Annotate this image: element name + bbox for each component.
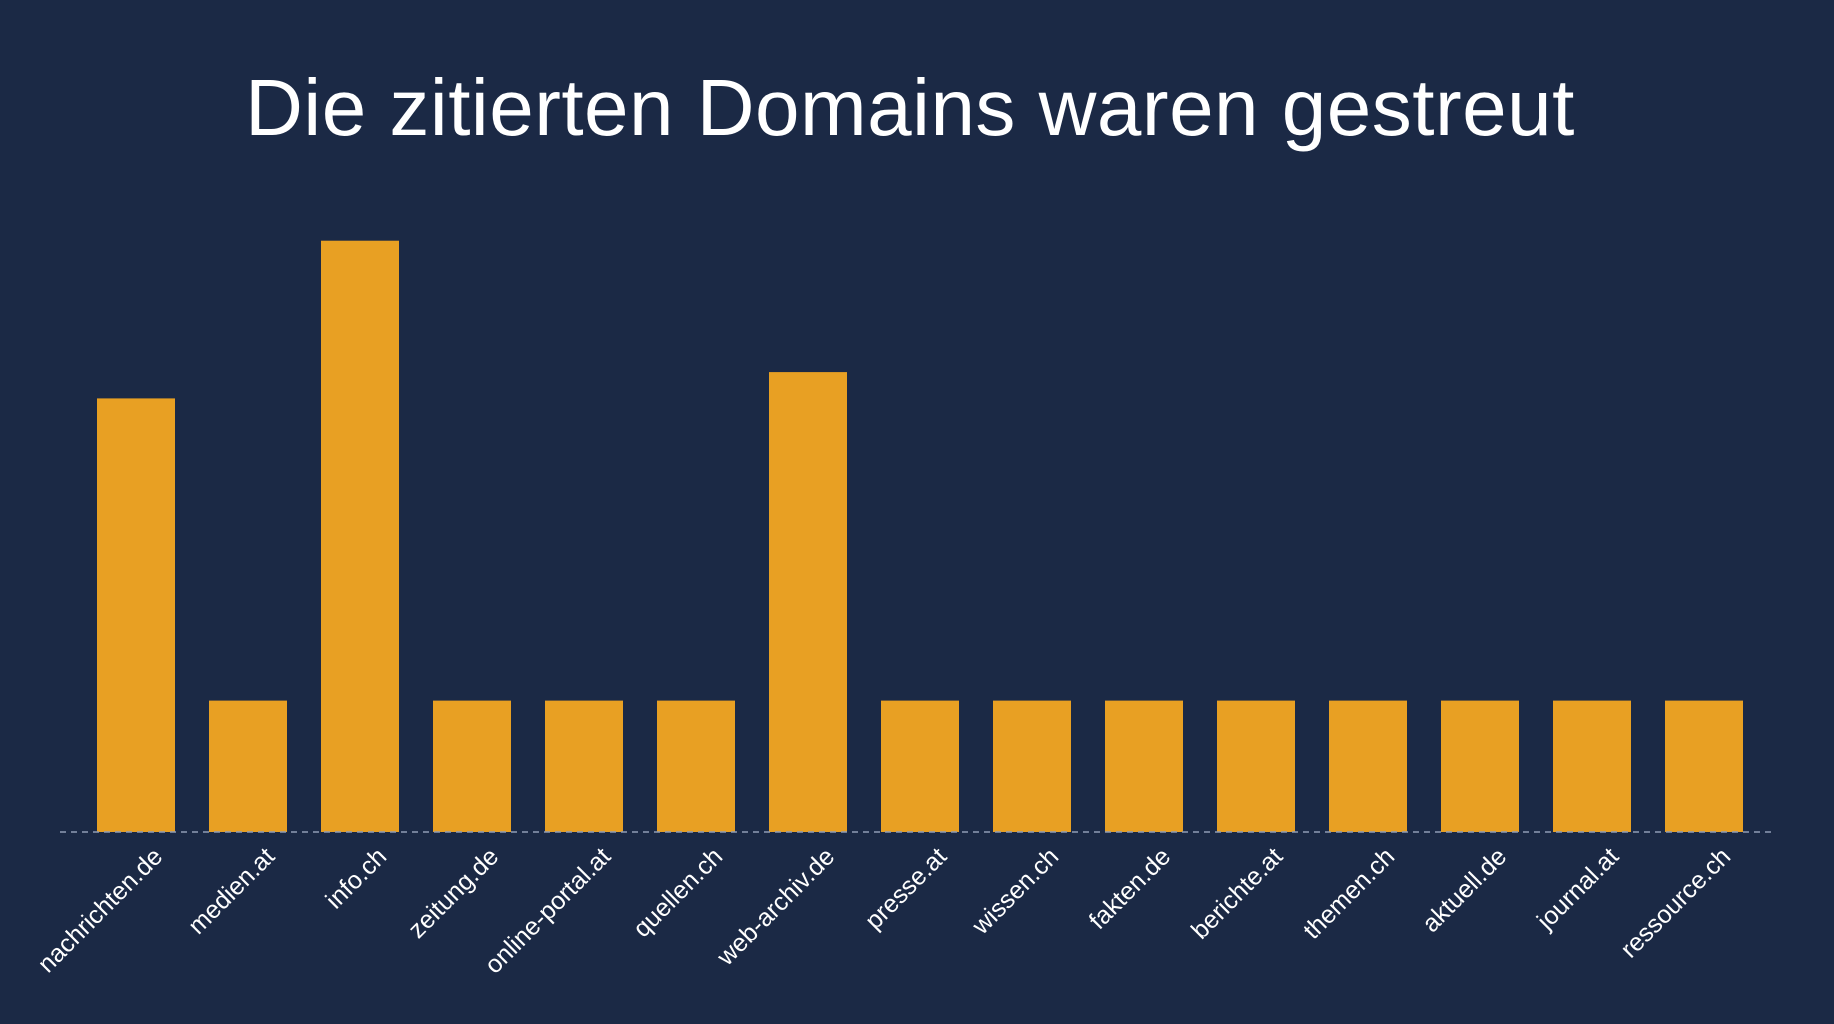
tick-labels-layer: nachrichten.de medien.at info.ch zeitung.de… [32,842,1736,979]
bar-fakten.de [1105,700,1183,832]
bar-ressource.ch [1665,700,1743,832]
chart-title: Die zitierten Domains waren gestreut [245,63,1575,152]
bar-nachrichten.de [97,398,175,832]
x-tick-label: aktuell.de [1417,842,1512,937]
bar-online-portal.at [545,700,623,832]
x-tick-label: info.ch [320,842,392,914]
bar-themen.ch [1329,700,1407,832]
x-tick-label: berichte.at [1186,842,1288,944]
bar-berichte.at [1217,700,1295,832]
x-tick-label: presse.at [860,842,953,935]
bar-aktuell.de [1441,700,1519,832]
bar-journal.at [1553,700,1631,832]
x-tick-label: web-archiv.de [711,842,840,971]
x-tick-label: fakten.de [1084,842,1177,935]
bar-presse.at [881,700,959,832]
x-tick-label: ressource.ch [1615,842,1736,963]
x-tick-label: wissen.ch [966,842,1064,940]
x-tick-label: nachrichten.de [32,842,168,978]
x-tick-label: zeitung.de [403,842,504,943]
bar-web-archiv.de [769,372,847,832]
x-tick-label: journal.at [1531,842,1624,935]
x-tick-label: medien.at [183,842,280,939]
bar-zeitung.de [433,700,511,832]
bar-medien.at [209,700,287,832]
bars-layer [97,240,1743,832]
x-tick-label: quellen.ch [628,842,728,942]
bar-wissen.ch [993,700,1071,832]
x-tick-label: themen.ch [1298,842,1400,944]
bar-quellen.ch [657,700,735,832]
bar-info.ch [321,240,399,832]
